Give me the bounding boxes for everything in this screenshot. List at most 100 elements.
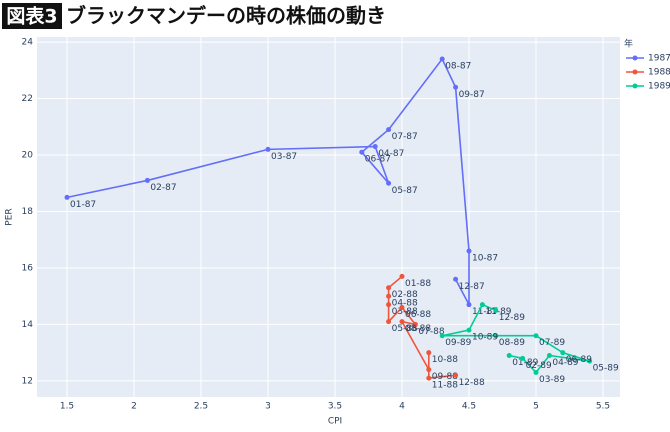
title-box-text: 図表3 [6, 5, 57, 28]
series-line [387, 275, 456, 379]
x-tick-label: 3.5 [328, 402, 342, 412]
data-point [386, 285, 392, 291]
legend-label: 1989 [648, 82, 670, 92]
x-tick-label: 2 [131, 402, 137, 412]
y-tick-label: 14 [22, 320, 34, 330]
point-label: 03-88 [392, 307, 418, 317]
y-tick-label: 24 [22, 38, 34, 48]
y-tick-label: 22 [22, 94, 33, 104]
data-point [386, 319, 392, 325]
data-point [399, 273, 405, 279]
data-point [533, 333, 539, 339]
data-point [560, 350, 566, 356]
chart-title: ブラックマンデーの時の株価の動き [66, 4, 386, 28]
data-point [453, 276, 459, 282]
data-point [466, 248, 472, 254]
point-label: 01-88 [405, 279, 431, 289]
point-label: 06-88 [405, 310, 431, 320]
x-tick-label: 1.5 [60, 402, 74, 412]
point-label: 11-87 [472, 307, 498, 317]
point-label: 09-88 [432, 372, 458, 382]
y-axis-title: PER [5, 208, 15, 225]
data-point [386, 293, 392, 299]
data-point [493, 333, 499, 339]
data-point [426, 367, 432, 373]
point-label: 09-89 [445, 338, 471, 348]
data-point [265, 146, 271, 152]
data-point [520, 355, 526, 361]
point-label: 08-89 [499, 338, 525, 348]
data-point [506, 352, 512, 358]
y-tick-label: 12 [22, 376, 33, 386]
point-label: 04-87 [378, 149, 404, 159]
y-tick-label: 18 [22, 207, 34, 217]
legend-label: 1987 [648, 54, 670, 64]
point-label: 10-87 [472, 254, 498, 264]
point-label: 02-89 [526, 361, 552, 371]
data-point [479, 302, 485, 308]
point-label: 06-89 [566, 355, 592, 365]
x-axis-title: CPI [328, 417, 342, 427]
legend-title: 年 [624, 38, 633, 50]
plot-area [37, 37, 620, 397]
point-label: 08-87 [445, 62, 471, 72]
point-label: 01-87 [70, 200, 96, 210]
title-box [2, 3, 62, 29]
point-label: 09-87 [459, 90, 485, 100]
point-label: 05-88 [392, 324, 418, 334]
point-label: 07-87 [392, 132, 418, 142]
data-point [359, 149, 365, 155]
point-label: 11-88 [432, 381, 458, 391]
x-tick-label: 3 [265, 402, 271, 412]
data-point [426, 350, 432, 356]
data-point [546, 352, 552, 358]
data-point [466, 302, 472, 308]
point-label: 12-87 [459, 282, 485, 292]
x-tick-label: 4.5 [462, 402, 476, 412]
point-label: 12-88 [459, 378, 485, 388]
legend-label: 1988 [648, 68, 670, 78]
point-label: 05-89 [593, 364, 619, 374]
point-label: 12-89 [499, 313, 525, 323]
point-label: 01-89 [512, 358, 538, 368]
point-label: 07-89 [539, 338, 565, 348]
x-tick-label: 2.5 [194, 402, 208, 412]
data-point [533, 369, 539, 375]
data-point [426, 375, 432, 381]
point-label: 10-89 [472, 333, 498, 343]
data-point [439, 56, 445, 62]
data-point [493, 307, 499, 313]
data-point [412, 321, 418, 327]
point-label: 03-87 [271, 152, 297, 162]
point-label: 10-88 [432, 355, 458, 365]
data-point [399, 304, 405, 310]
point-label: 05-87 [392, 186, 418, 196]
data-point [386, 302, 392, 308]
point-label: 02-87 [150, 183, 176, 193]
data-point [439, 333, 445, 339]
point-label: 08-88 [405, 324, 431, 334]
point-label: 03-89 [539, 375, 565, 385]
data-point [386, 127, 392, 133]
data-point [64, 194, 70, 200]
legend-marker [632, 83, 638, 89]
data-point [466, 327, 472, 333]
point-label: 06-87 [365, 155, 391, 165]
series-line [442, 303, 590, 374]
data-point [144, 177, 150, 183]
y-tick-label: 20 [22, 151, 34, 161]
x-tick-label: 5.5 [596, 402, 610, 412]
data-point [386, 180, 392, 186]
point-label: 04-89 [552, 358, 578, 368]
point-label: 02-88 [392, 290, 418, 300]
data-point [453, 84, 459, 90]
x-tick-label: 5 [533, 402, 539, 412]
point-label: 07-88 [418, 327, 444, 337]
legend-marker [632, 55, 638, 61]
legend-marker [632, 69, 638, 75]
data-point [587, 358, 593, 364]
y-tick-label: 16 [22, 263, 34, 273]
data-point [399, 319, 405, 325]
point-label: 11-89 [485, 307, 511, 317]
